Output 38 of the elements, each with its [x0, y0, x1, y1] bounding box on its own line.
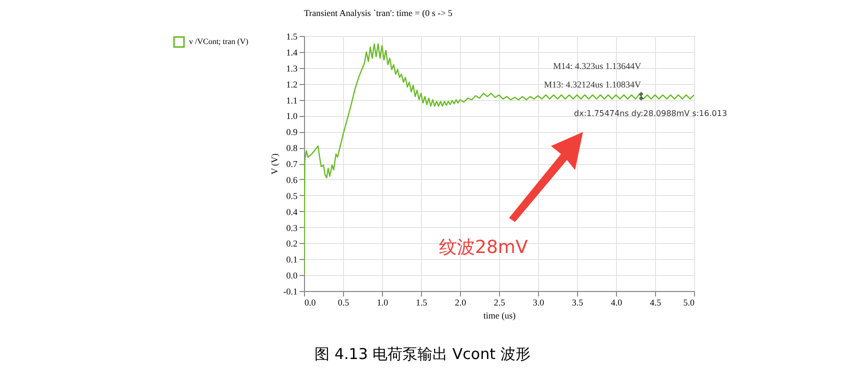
x-tick-label: 3.0: [532, 298, 545, 308]
y-tick-label: 0.4: [286, 206, 298, 217]
y-tick-label: 0.9: [286, 127, 298, 138]
x-tick-label: 4.5: [650, 298, 662, 308]
y-tick-label: 0.2: [286, 238, 298, 249]
x-tick-label: 2.0: [454, 298, 467, 308]
y-tick-label: 1.0: [286, 111, 298, 122]
y-tick-label: 1.5: [286, 32, 298, 42]
y-tick-label: 0.5: [286, 190, 298, 201]
x-tick-label: 1.5: [416, 298, 428, 308]
y-tick-label: 0.3: [286, 222, 298, 233]
y-tick-label: 1.2: [286, 79, 298, 90]
y-tick-label: -0.1: [283, 286, 298, 296]
y-tick-label: 0.1: [286, 254, 298, 265]
annotation: dx:1.75474ns dy:28.0988mV s:16.013: [574, 109, 728, 118]
x-axis-title: time (us): [483, 310, 516, 320]
x-tick-label: 3.5: [572, 298, 584, 308]
x-tick-label: 0.5: [338, 298, 350, 308]
x-tick-label: 5.0: [683, 298, 695, 308]
x-tick-label: 4.0: [610, 298, 623, 308]
x-tick-label: 2.5: [494, 298, 506, 308]
y-tick-label: 1.3: [286, 63, 298, 74]
y-tick-label: 0.7: [286, 159, 298, 169]
y-tick-label: 1.4: [286, 47, 298, 58]
annotation: 纹波28mV: [439, 237, 528, 258]
annotation: M13: 4.32124us 1.10834V: [544, 79, 642, 90]
legend-label: v /VCont; tran (V): [189, 37, 249, 46]
line-series: [304, 43, 694, 276]
y-tick-label: 1.1: [286, 95, 298, 106]
chart-title: Transient Analysis `tran': time = (0 s -> 5: [304, 8, 453, 18]
y-tick-label: 0.0: [286, 270, 298, 281]
y-tick-label: 0.6: [286, 174, 298, 185]
x-tick-label: 1.0: [376, 298, 389, 308]
y-tick-label: 0.8: [286, 143, 298, 154]
x-tick-label: 0.0: [304, 298, 316, 308]
caption: 图 4.13 电荷泵输出 Vcont 波形: [314, 345, 532, 364]
y-axis-title: V (V): [269, 153, 280, 175]
annotation: M14: 4.323us 1.13644V: [553, 60, 642, 71]
